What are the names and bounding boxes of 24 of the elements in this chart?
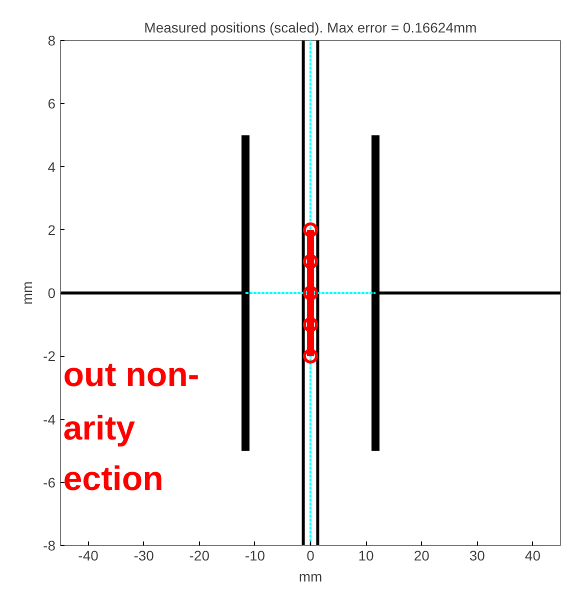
annotation: out non- [63, 356, 200, 394]
y-tick-label: 0 [48, 285, 56, 301]
x-tick-label: -20 [189, 548, 210, 564]
x-tick-label: -40 [78, 548, 99, 564]
x-axis-title: mm [298, 568, 322, 584]
y-tick-label: 4 [48, 158, 56, 175]
x-tick-label: 40 [524, 548, 541, 564]
x-tick-label: 20 [414, 548, 430, 564]
x-tick-label: -30 [134, 548, 154, 564]
x-tick-label: -10 [244, 548, 266, 564]
x-tick-label: 0 [306, 548, 315, 564]
y-tick-label: -4 [43, 411, 56, 428]
y-tick-label: 6 [48, 96, 56, 112]
annotation: arity [63, 410, 136, 448]
x-tick-label: 10 [358, 548, 374, 564]
y-tick-label: -8 [43, 538, 56, 554]
chart-title: Measured positions (scaled). Max error = 0.16624mm [144, 20, 477, 36]
y-axis-title: mm [19, 281, 36, 305]
y-tick-label: 2 [48, 222, 56, 238]
y-tick-label: 8 [48, 32, 56, 48]
y-tick-label: -6 [43, 474, 56, 490]
annotation: ection [63, 460, 164, 498]
x-tick-label: 30 [469, 548, 486, 564]
y-tick-label: -2 [43, 348, 56, 364]
